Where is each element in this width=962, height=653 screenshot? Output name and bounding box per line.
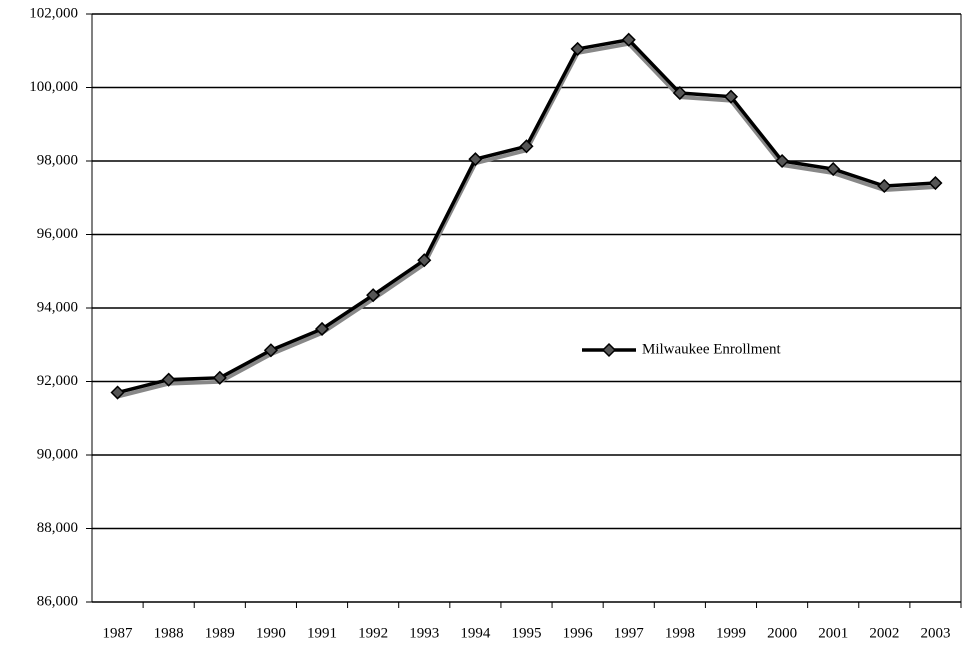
series-line <box>117 37 936 395</box>
x-tick-label: 2001 <box>818 625 848 641</box>
marker <box>570 41 585 56</box>
x-tick-label: 2003 <box>920 625 950 641</box>
legend-label: Milwaukee Enrollment <box>642 341 782 357</box>
x-tick-label: 1992 <box>358 625 388 641</box>
x-tick-label: 1990 <box>256 625 286 641</box>
y-tick-label: 94,000 <box>37 299 78 315</box>
y-tick-label: 102,000 <box>29 5 78 21</box>
legend-marker <box>601 342 617 358</box>
y-tick-label: 86,000 <box>37 593 78 609</box>
x-tick-label: 1987 <box>103 625 134 641</box>
marker <box>417 253 432 268</box>
marker <box>723 89 739 104</box>
x-tick-label: 1991 <box>307 625 337 641</box>
marker <box>212 370 227 385</box>
marker <box>110 385 125 400</box>
x-tick-label: 2000 <box>767 625 797 641</box>
y-tick-label: 96,000 <box>37 226 78 242</box>
x-tick-label: 1994 <box>460 625 491 641</box>
marker <box>161 372 176 387</box>
marker <box>366 288 381 303</box>
x-tick-label: 1996 <box>563 625 594 641</box>
x-tick-label: 1988 <box>154 625 184 641</box>
marker <box>621 32 636 47</box>
x-tick-label: 1995 <box>512 625 542 641</box>
marker <box>928 175 943 191</box>
x-tick-label: 1989 <box>205 625 235 641</box>
x-tick-label: 1993 <box>409 625 439 641</box>
y-tick-label: 90,000 <box>37 446 78 462</box>
marker <box>468 152 483 167</box>
y-tick-label: 98,000 <box>37 152 78 168</box>
marker <box>314 321 330 337</box>
marker <box>263 343 278 358</box>
x-tick-label: 1998 <box>665 625 695 641</box>
x-tick-label: 1999 <box>716 625 746 641</box>
marker <box>877 178 892 194</box>
marker <box>826 162 841 177</box>
y-tick-label: 88,000 <box>37 520 78 536</box>
y-tick-label: 100,000 <box>29 79 78 95</box>
y-tick-label: 92,000 <box>37 373 78 389</box>
marker <box>672 85 687 101</box>
marker <box>519 139 534 154</box>
x-tick-label: 1997 <box>614 625 645 641</box>
marker <box>775 153 790 169</box>
x-tick-label: 2002 <box>869 625 899 641</box>
line-shadow <box>117 41 936 399</box>
